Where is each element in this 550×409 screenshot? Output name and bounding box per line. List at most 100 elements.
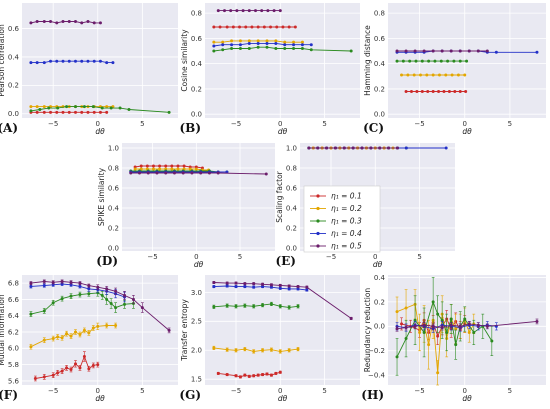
data-point: [67, 110, 71, 114]
data-point: [69, 280, 73, 284]
y-tick-label: 5.8: [8, 361, 19, 369]
series-eta-0.1: [404, 89, 468, 93]
data-point: [212, 281, 216, 285]
x-tick-label: 5: [140, 387, 144, 395]
series-eta-0.5: [395, 318, 539, 332]
data-point: [42, 309, 46, 313]
data-point: [458, 324, 462, 328]
data-point: [29, 105, 33, 109]
series-eta-0.5: [395, 49, 489, 53]
data-point: [485, 324, 489, 328]
data-point: [264, 172, 268, 176]
panel-label: (F): [0, 388, 18, 402]
data-point: [96, 285, 100, 289]
data-point: [140, 306, 144, 310]
legend-label: η₁ = 0.5: [331, 242, 362, 251]
x-tick-label: 0: [463, 387, 467, 395]
data-point: [164, 164, 168, 168]
data-point: [467, 330, 471, 334]
data-point: [131, 297, 135, 301]
data-point: [278, 370, 282, 374]
data-point: [73, 59, 77, 63]
legend-item: η₁ = 0.4: [310, 229, 362, 238]
data-point: [78, 293, 82, 297]
data-point: [55, 59, 59, 63]
data-point: [395, 310, 399, 314]
data-point: [452, 59, 456, 63]
series-eta-0.3: [29, 289, 135, 317]
data-point: [296, 285, 300, 289]
data-point: [73, 19, 77, 23]
data-point: [476, 49, 480, 53]
data-point: [87, 292, 91, 296]
data-point: [212, 40, 216, 44]
series-line: [213, 347, 299, 352]
data-point: [51, 301, 55, 305]
data-point: [241, 9, 245, 13]
data-point: [114, 289, 118, 293]
data-point: [73, 362, 77, 366]
data-point: [51, 373, 55, 377]
data-point: [446, 59, 450, 63]
data-point: [395, 59, 399, 63]
data-point: [167, 110, 171, 114]
panel-label: (D): [96, 254, 118, 268]
x-tick-label: 0: [373, 253, 377, 261]
data-point: [287, 305, 291, 309]
panel-h: −0.4 −0.2 0.0 0.2 0.4 −5 0 5 dθ Redundancy reduct…: [361, 274, 546, 403]
data-point: [292, 43, 296, 47]
data-point: [400, 73, 404, 77]
data-point: [395, 49, 399, 53]
y-tick-label: 0.0: [374, 323, 385, 331]
data-point: [413, 49, 417, 53]
y-tick-label: 1.0: [108, 144, 119, 152]
data-point: [283, 43, 287, 47]
panel-label: (B): [180, 121, 202, 135]
data-point: [170, 167, 174, 171]
x-tick-label: −5: [326, 253, 336, 261]
data-point: [91, 363, 95, 367]
data-point: [395, 355, 399, 359]
data-point: [230, 46, 234, 50]
data-point: [293, 25, 297, 29]
data-point: [60, 369, 64, 373]
data-point: [100, 293, 104, 297]
x-axis-label: dθ: [462, 394, 472, 403]
series-eta-0.1: [216, 370, 282, 379]
data-point: [35, 105, 39, 109]
data-point: [238, 39, 242, 43]
data-point: [73, 105, 77, 109]
data-point: [449, 323, 453, 327]
data-point: [60, 280, 64, 284]
data-point: [439, 59, 443, 63]
data-point: [243, 304, 247, 308]
data-point: [342, 146, 346, 150]
series-eta-0.2: [133, 167, 211, 172]
panel-c: 0.0 0.2 0.4 0.6 0.8 −5 0 5 dθ Hamming distance (C): [363, 3, 546, 136]
data-point: [234, 304, 238, 308]
data-point: [123, 293, 127, 297]
data-point: [216, 171, 220, 175]
data-point: [296, 347, 300, 351]
data-point: [256, 25, 260, 29]
x-tick-label: 5: [322, 120, 326, 128]
data-point: [252, 304, 256, 308]
data-point: [316, 146, 320, 150]
data-point: [231, 25, 235, 29]
x-tick-label: 0: [194, 253, 198, 261]
data-point: [105, 287, 109, 291]
legend-swatch-marker: [316, 231, 320, 236]
data-point: [252, 374, 256, 378]
plot-area: [122, 143, 275, 251]
data-point: [485, 49, 489, 53]
x-tick-label: 5: [140, 120, 144, 128]
data-point: [216, 371, 220, 375]
data-point: [91, 105, 95, 109]
data-point: [42, 105, 46, 109]
panel-label: (C): [363, 121, 384, 135]
data-point: [61, 59, 65, 63]
data-point: [29, 312, 33, 316]
data-point: [176, 167, 180, 171]
data-point: [105, 110, 109, 114]
